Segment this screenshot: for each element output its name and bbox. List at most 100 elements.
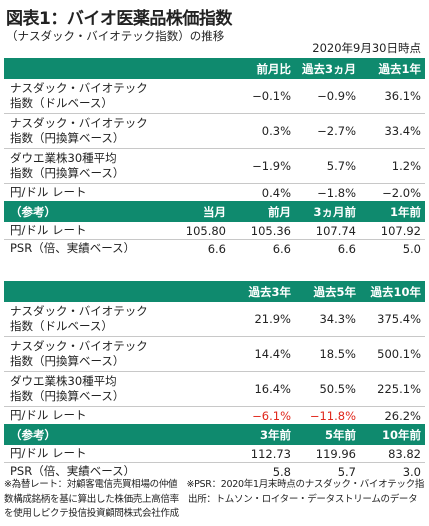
table-cell: 36.1% — [384, 89, 421, 103]
table-cell: 105.36 — [250, 223, 291, 238]
row-label-line1: ダウエ業株30種平均 — [10, 374, 117, 388]
row-label: ダウエ業株30種平均 指数（円換算ベース） — [4, 371, 230, 407]
header-blank — [4, 281, 165, 302]
page-subtitle: （ナスダック・バイオテック指数）の推移 — [6, 29, 225, 43]
column-header: 当月 — [165, 201, 230, 222]
table-row: 円/ドル レート 105.80 105.36 107.74 107.92 — [4, 222, 425, 240]
row-label-line2: 指数（ドルベース） — [10, 96, 113, 110]
column-header: 前月 — [230, 201, 295, 222]
table-cell: 83.82 — [388, 446, 421, 461]
table-cell: 26.2% — [360, 406, 425, 424]
reference-header-row: （参考） 3年前 5年前 10年前 — [4, 424, 425, 445]
row-label-line2: 指数（円換算ベース） — [10, 166, 125, 180]
table-row: PSR（倍、実績ベース） 5.8 5.7 3.0 — [4, 462, 425, 480]
table-row: 円/ドル レート −6.1% −11.8% 26.2% — [4, 406, 425, 424]
column-header: 過去3年 — [230, 281, 295, 302]
column-header: 10年前 — [360, 424, 425, 445]
column-header: 3年前 — [230, 424, 295, 445]
as-of-date: 2020年9月30日時点 — [312, 41, 421, 55]
table-row: 円/ドル レート 0.4% −1.8% −2.0% — [4, 183, 425, 201]
table-cell: 375.4% — [377, 312, 421, 326]
table-cell: 34.3% — [319, 312, 356, 326]
column-header: 過去3ヵ月 — [295, 58, 360, 79]
column-header: 3ヵ月前 — [295, 201, 360, 222]
row-label-line2: 指数（円換算ベース） — [10, 389, 125, 403]
table-row: PSR（倍、実績ベース） 6.6 6.6 6.6 5.0 — [4, 239, 425, 257]
column-header: 前月比 — [230, 58, 295, 79]
table-cell: 5.8 — [230, 462, 295, 480]
table-cell: 107.74 — [315, 223, 356, 238]
row-label: PSR（倍、実績ベース） — [4, 462, 230, 480]
table-cell: 5.7 — [295, 462, 360, 480]
table-cell: 105.80 — [185, 223, 226, 238]
table-cell: 3.0 — [360, 462, 425, 480]
row-label-line1: ダウエ業株30種平均 — [10, 151, 117, 165]
reference-label: （参考） — [4, 424, 230, 445]
table-cell: −2.7% — [295, 113, 360, 149]
column-header: 1年前 — [360, 201, 425, 222]
column-header: 過去1年 — [360, 58, 425, 79]
table-cell: 112.73 — [250, 446, 291, 461]
row-label: ナスダック・バイオテック 指数（ドルベース） — [4, 302, 230, 337]
reference-header-row: （参考） 当月 前月 3ヵ月前 1年前 — [4, 201, 425, 222]
table-cell: 500.1% — [360, 336, 425, 372]
table-row: ナスダック・バイオテック 指数（円換算ベース） 0.3% −2.7% 33.4% — [4, 113, 425, 149]
footnote: ※為替レート：対顧客電信売買相場の仲値 ※PSR：2020年1月末時点のナスダッ… — [4, 479, 425, 519]
table-cell: 5.7% — [295, 148, 360, 184]
table-cell: 0.3% — [230, 113, 295, 149]
table-cell: 33.4% — [360, 113, 425, 149]
row-label: ナスダック・バイオテック 指数（ドルベース） — [4, 79, 230, 114]
table-row: ダウエ業株30種平均 指数（円換算ベース） −1.9% 5.7% 1.2% — [4, 148, 425, 184]
row-label: 円/ドル レート — [4, 183, 230, 201]
table-row: ナスダック・バイオテック 指数（ドルベース） 21.9% 34.3% 375.4% — [4, 302, 425, 337]
table-cell: 14.4% — [230, 336, 295, 372]
table-row: ナスダック・バイオテック 指数（ドルベース） −0.1% −0.9% 36.1% — [4, 79, 425, 114]
table-cell: 5.0 — [360, 239, 425, 257]
table-header-row: 過去3年 過去5年 過去10年 — [4, 281, 425, 302]
header-blank — [4, 58, 165, 79]
row-label-line2: 指数（円換算ベース） — [10, 354, 125, 368]
table-cell-negative: −6.1% — [230, 406, 295, 424]
table-cell: 50.5% — [295, 371, 360, 407]
table-cell: 1.2% — [360, 148, 425, 184]
table-cell: 21.9% — [254, 312, 291, 326]
table-cell: 18.5% — [295, 336, 360, 372]
table-cell: 119.96 — [315, 446, 356, 461]
table-cell: −0.9% — [317, 89, 356, 103]
row-label: ナスダック・バイオテック 指数（円換算ベース） — [4, 336, 230, 372]
reference-label: （参考） — [4, 201, 165, 222]
table-row: ナスダック・バイオテック 指数（円換算ベース） 14.4% 18.5% 500.1… — [4, 336, 425, 372]
table-header-row: 前月比 過去3ヵ月 過去1年 — [4, 58, 425, 79]
table-cell: −2.0% — [360, 183, 425, 201]
table-row: ダウエ業株30種平均 指数（円換算ベース） 16.4% 50.5% 225.1% — [4, 371, 425, 407]
row-label: ナスダック・バイオテック 指数（円換算ベース） — [4, 113, 230, 149]
row-label-line1: ナスダック・バイオテック — [10, 116, 148, 130]
table-cell: 0.4% — [230, 183, 295, 201]
column-header — [165, 58, 230, 79]
row-label: PSR（倍、実績ベース） — [4, 239, 165, 257]
column-header: 過去10年 — [360, 281, 425, 302]
row-label: 円/ドル レート — [10, 223, 87, 237]
table-row: 円/ドル レート 112.73 119.96 83.82 — [4, 445, 425, 463]
row-label: 円/ドル レート — [10, 446, 87, 460]
table-cell: −1.9% — [230, 148, 295, 184]
row-label-line1: ナスダック・バイオテック — [10, 304, 148, 318]
row-label: ダウエ業株30種平均 指数（円換算ベース） — [4, 148, 230, 184]
table-cell: −1.8% — [295, 183, 360, 201]
table-cell: 16.4% — [230, 371, 295, 407]
column-header: 5年前 — [295, 424, 360, 445]
table-cell: 107.92 — [380, 223, 421, 238]
row-label: 円/ドル レート — [4, 406, 230, 424]
table-cell: 225.1% — [360, 371, 425, 407]
row-label-line2: 指数（ドルベース） — [10, 319, 113, 333]
table-cell: 6.6 — [295, 239, 360, 257]
table-cell: −0.1% — [252, 89, 291, 103]
table-cell: 6.6 — [165, 239, 230, 257]
column-header: 過去5年 — [295, 281, 360, 302]
performance-table-short-term: 前月比 過去3ヵ月 過去1年 ナスダック・バイオテック 指数（ドルベース） −0.… — [4, 58, 425, 257]
row-label-line1: ナスダック・バイオテック — [10, 81, 148, 95]
table-cell-negative: −11.8% — [295, 406, 360, 424]
page-title: 図表1：バイオ医薬品株価指数 — [6, 9, 232, 29]
column-header — [165, 281, 230, 302]
